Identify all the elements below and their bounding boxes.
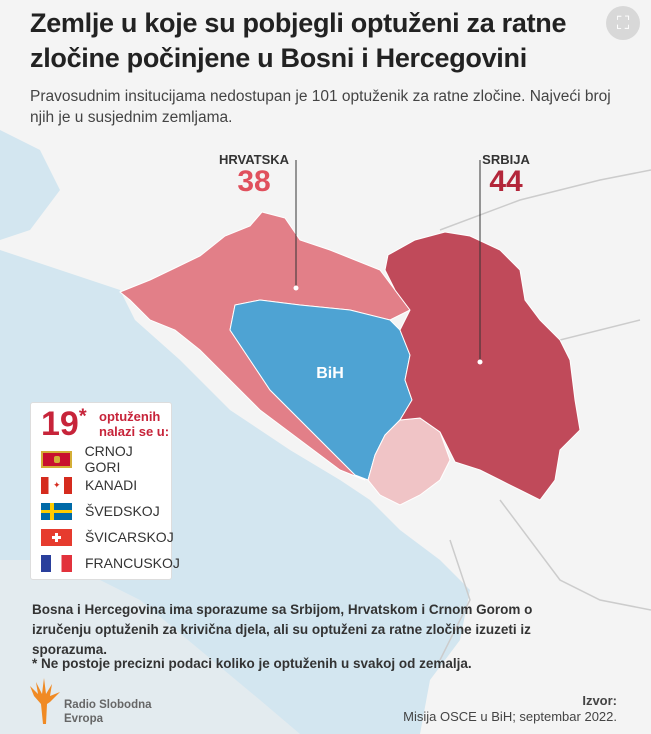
expand-icon[interactable]: ⛶ xyxy=(606,6,640,40)
legend-box: 19* optuženih nalazi se u: CRNOJ GORI ✦ K… xyxy=(30,402,180,580)
canada-flag-icon: ✦ xyxy=(41,476,72,494)
italy-coast xyxy=(0,560,300,734)
legend-text: optuženih nalazi se u: xyxy=(99,409,170,439)
croatia-name: HRVATSKA xyxy=(218,152,290,167)
legend-label: CRNOJ GORI xyxy=(84,443,133,475)
logo-text-2: Evropa xyxy=(64,713,103,725)
serbia-name: SRBIJA xyxy=(482,152,530,167)
page-title: Zemlje u koje su pobjegli optuženi za ra… xyxy=(30,8,567,73)
legend-item-sweden: ŠVEDSKOJ xyxy=(41,501,160,521)
legend-item-montenegro: CRNOJ GORI xyxy=(41,443,171,475)
legend-item-france: FRANCUSKOJ xyxy=(41,553,180,573)
montenegro-region xyxy=(367,417,451,506)
torch-icon xyxy=(30,678,60,724)
source: Izvor: Misija OSCE u BiH; septembar 2022… xyxy=(403,693,617,725)
bih-label: BiH xyxy=(316,365,344,382)
legend-item-canada: ✦ KANADI xyxy=(41,475,137,495)
croatia-label: HRVATSKA 38 xyxy=(214,152,294,197)
source-text: Misija OSCE u BiH; septembar 2022. xyxy=(403,709,617,724)
france-flag-icon xyxy=(41,554,72,572)
footnote: * Ne postoje precizni podaci koliko je o… xyxy=(32,656,472,671)
legend-label: ŠVICARSKOJ xyxy=(85,529,174,545)
serbia-count: 44 xyxy=(489,165,523,198)
legend-label: ŠVEDSKOJ xyxy=(85,503,160,519)
subtitle: Pravosudnim insitucijama nedostupan je 1… xyxy=(30,88,611,126)
legend-item-switzerland: ŠVICARSKOJ xyxy=(41,527,174,547)
source-label: Izvor: xyxy=(582,693,617,708)
sea-left xyxy=(0,130,60,240)
legend-count: 19* xyxy=(41,405,87,443)
switzerland-flag-icon xyxy=(41,528,72,546)
serbia-label: SRBIJA 44 xyxy=(474,152,538,197)
croatia-count: 38 xyxy=(237,165,271,198)
sweden-flag-icon xyxy=(41,502,72,520)
agreement-note: Bosna i Hercegovina ima sporazume sa Srb… xyxy=(32,602,533,657)
serbia-region xyxy=(384,231,581,501)
montenegro-flag-icon xyxy=(41,450,72,468)
legend-label: KANADI xyxy=(85,477,138,493)
logo-text-1: Radio Slobodna xyxy=(64,699,152,711)
legend-label: FRANCUSKOJ xyxy=(85,555,180,571)
